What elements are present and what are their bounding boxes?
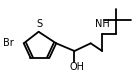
Text: NH: NH	[95, 19, 110, 29]
Text: Br: Br	[3, 38, 14, 48]
Text: S: S	[36, 19, 42, 29]
Text: OH: OH	[70, 62, 85, 72]
